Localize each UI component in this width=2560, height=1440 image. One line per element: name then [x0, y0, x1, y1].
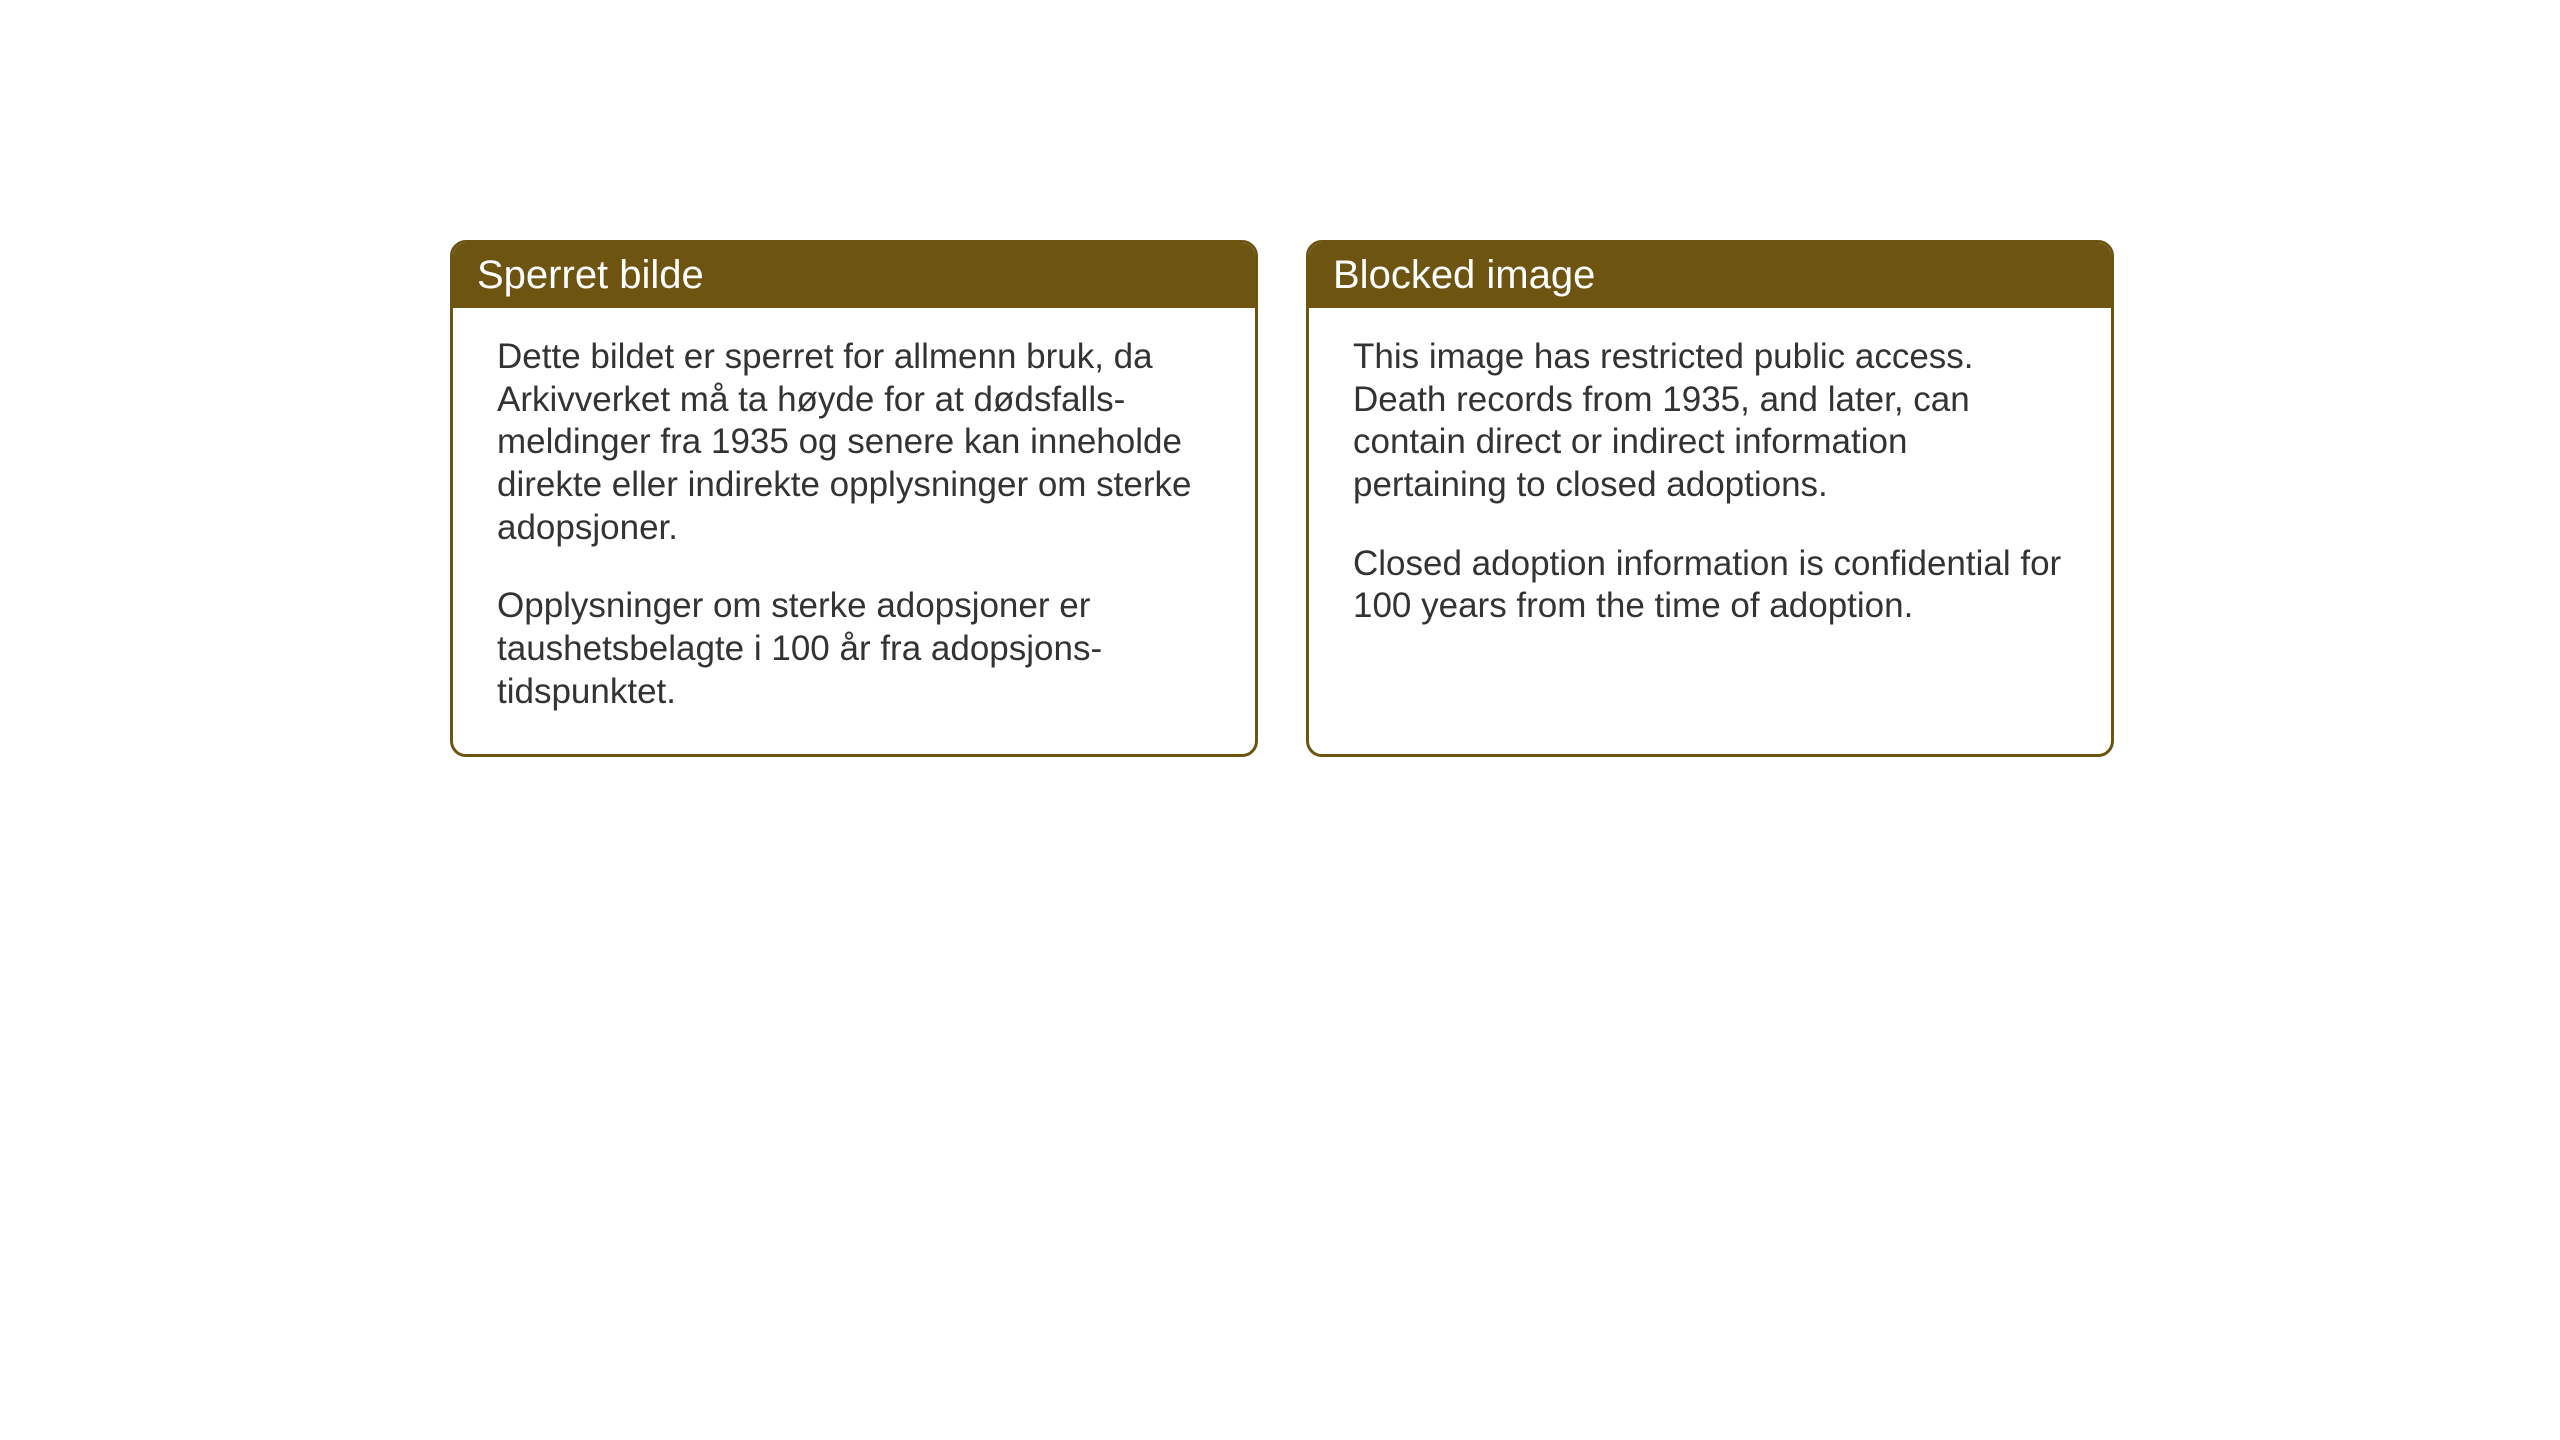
card-paragraph-norwegian-1: Dette bildet er sperret for allmenn bruk… [497, 336, 1211, 549]
card-title-english: Blocked image [1333, 253, 1595, 297]
card-body-english: This image has restricted public access.… [1309, 308, 2111, 668]
card-paragraph-norwegian-2: Opplysninger om sterke adopsjoner er tau… [497, 585, 1211, 713]
card-paragraph-english-1: This image has restricted public access.… [1353, 336, 2067, 507]
notice-cards-container: Sperret bilde Dette bildet er sperret fo… [450, 240, 2114, 757]
card-paragraph-english-2: Closed adoption information is confident… [1353, 543, 2067, 628]
notice-card-norwegian: Sperret bilde Dette bildet er sperret fo… [450, 240, 1258, 757]
notice-card-english: Blocked image This image has restricted … [1306, 240, 2114, 757]
card-title-norwegian: Sperret bilde [477, 253, 704, 297]
card-body-norwegian: Dette bildet er sperret for allmenn bruk… [453, 308, 1255, 754]
card-header-norwegian: Sperret bilde [453, 243, 1255, 308]
card-header-english: Blocked image [1309, 243, 2111, 308]
